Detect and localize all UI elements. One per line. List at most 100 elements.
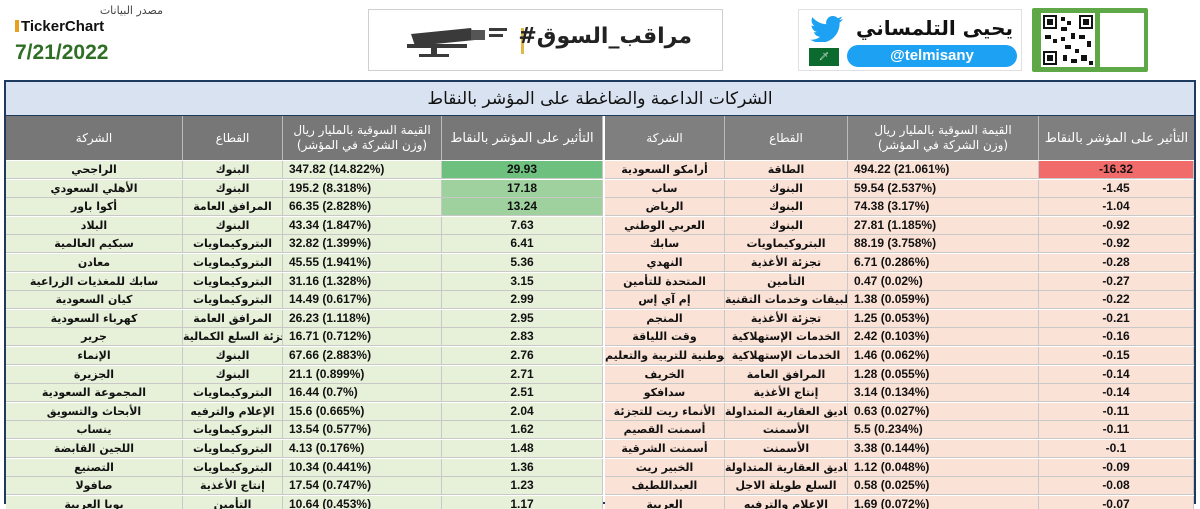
index-weight-value: (1.118%) xyxy=(322,310,371,325)
index-weight-value: (0.747%) xyxy=(322,478,372,493)
table-row: المنجم تجزئة الأغذية 1.25 (0.053%) -0.21 xyxy=(605,309,1194,328)
header-sector-pressure: القطاع xyxy=(725,116,848,160)
market-cap-cell: 16.44 (0.7%) xyxy=(283,384,442,403)
market-cap-cell: 3.38 (0.144%) xyxy=(848,440,1039,458)
table-row: أسمنت الشرقية الأسمنت 3.38 (0.144%) -0.1 xyxy=(605,440,1194,458)
market-cap-value: 1.38 xyxy=(854,292,878,307)
impact-points: 2.71 xyxy=(442,365,603,384)
sector-name: البتروكيماويات xyxy=(183,421,283,440)
impact-points: -0.16 xyxy=(1039,328,1194,347)
impact-points: 1.48 xyxy=(442,440,603,458)
tickerchart-logo: TickerChart xyxy=(15,18,175,35)
table-row: أرامكو السعودية الطاقة 494.22 (21.061%) -16… xyxy=(605,161,1194,179)
company-name: سبكيم العالمية xyxy=(6,235,183,254)
market-cap-cell: 1.28 (0.055%) xyxy=(848,365,1039,384)
table-row: النهدي تجزئة الأغذية 6.71 (0.286%) -0.28 xyxy=(605,254,1194,272)
company-name: بوبا العربية xyxy=(6,495,183,509)
impact-points: 2.99 xyxy=(442,291,603,310)
impact-points: -0.11 xyxy=(1039,421,1194,440)
impact-points: -0.28 xyxy=(1039,254,1194,272)
impact-points: -0.07 xyxy=(1039,495,1194,509)
company-name: المتحدة للتأمين xyxy=(605,272,725,291)
company-name: العربي الوطني xyxy=(605,216,725,235)
impact-points: 29.93 xyxy=(442,161,603,179)
index-weight-value: (2.828%) xyxy=(322,199,372,214)
table-row: الخبير ريتالصناديق العقارية المتداولة1.1… xyxy=(605,458,1194,477)
table-row: سابك البتروكيماويات 88.19 (3.758%) -0.92 xyxy=(605,235,1194,254)
impact-points: -0.14 xyxy=(1039,365,1194,384)
company-name: سابك xyxy=(605,235,725,254)
index-weight-value: (3.758%) xyxy=(887,236,937,251)
qr-code-panel xyxy=(1032,8,1148,72)
table-row: صافولا إنتاج الأغذية 17.54 (0.747%) 1.23 xyxy=(6,477,603,496)
market-cap-cell: 14.49 (0.617%) xyxy=(283,291,442,310)
header-mcap-line1: القيمة السوقية بالمليار ريال xyxy=(874,123,1012,137)
company-name: جرير xyxy=(6,328,183,347)
market-cap-value: 1.25 xyxy=(854,310,878,325)
impact-points: -1.04 xyxy=(1039,198,1194,217)
table-row: الأبحاث والتسويق الإعلام والترفيه 15.6 (0.… xyxy=(6,402,603,421)
sector-name: المرافق العامة xyxy=(183,198,283,217)
twitter-handle[interactable]: @telmisany xyxy=(847,45,1017,67)
header-impact-support: التأثير على المؤشر بالنقاط xyxy=(442,116,603,160)
impact-points: 5.36 xyxy=(442,254,603,272)
market-cap-cell: 13.54 (0.577%) xyxy=(283,421,442,440)
impact-points: -0.14 xyxy=(1039,384,1194,403)
header-mcap-line2: (وزن الشركة في المؤشر) xyxy=(877,138,1009,152)
impact-points: 13.24 xyxy=(442,198,603,217)
table-row: الرياض البنوك 74.38 (3.17%) -1.04 xyxy=(605,198,1194,217)
sector-name: البنوك xyxy=(183,365,283,384)
company-name: أرامكو السعودية xyxy=(605,161,725,179)
company-name: الخريف xyxy=(605,365,725,384)
table-row: العربية الإعلام والترفيه 1.69 (0.072%) -0.0… xyxy=(605,495,1194,509)
market-cap-value: 1.28 xyxy=(854,366,878,381)
table-row: البلاد البنوك 43.34 (1.847%) 7.63 xyxy=(6,216,603,235)
index-weight-value: (0.062%) xyxy=(880,348,930,362)
impact-points: -0.22 xyxy=(1039,291,1194,310)
sector-name: المرافق العامة xyxy=(725,365,848,384)
market-cap-value: 3.14 xyxy=(854,385,878,400)
header-mcap-support: القيمة السوقية بالمليار ريال (وزن الشركة… xyxy=(283,116,442,160)
market-cap-cell: 15.6 (0.665%) xyxy=(283,402,442,421)
market-cap-value: 74.38 xyxy=(854,199,885,214)
qr-code-icon xyxy=(1041,13,1095,67)
table-row: ساب البنوك 59.54 (2.537%) -1.45 xyxy=(605,179,1194,198)
market-cap-cell: 195.2 (8.318%) xyxy=(283,179,442,198)
table-row: الخريف المرافق العامة 1.28 (0.055%) -0.14 xyxy=(605,365,1194,384)
index-weight-value: (2.883%) xyxy=(322,348,372,362)
sector-name: الإعلام والترفيه xyxy=(725,495,848,509)
banner-divider xyxy=(521,28,524,54)
market-cap-value: 1.69 xyxy=(854,496,878,509)
impact-points: 2.83 xyxy=(442,328,603,347)
index-weight-value: (1.399%) xyxy=(322,236,372,251)
company-name: المجموعة السعودية xyxy=(6,384,183,403)
market-cap-value: 15.6 xyxy=(289,403,313,418)
table-title: الشركات الداعمة والضاغطة على المؤشر بالن… xyxy=(6,82,1194,116)
sector-name: الخدمات الإستهلاكية xyxy=(725,347,848,365)
market-cap-value: 10.34 xyxy=(289,459,320,474)
impact-points: -1.45 xyxy=(1039,179,1194,198)
market-cap-cell: 2.42 (0.103%) xyxy=(848,328,1039,347)
table-row: الجزيرة البنوك 21.1 (0.899%) 2.71 xyxy=(6,365,603,384)
table-row: أكوا باور المرافق العامة 66.35 (2.828%) 13.… xyxy=(6,198,603,217)
market-cap-value: 43.34 xyxy=(289,217,320,232)
sector-name: الأسمنت xyxy=(725,421,848,440)
company-name: المنجم xyxy=(605,309,725,328)
impact-points: 1.23 xyxy=(442,477,603,496)
sector-name: البتروكيماويات xyxy=(183,291,283,310)
market-cap-cell: 0.58 (0.025%) xyxy=(848,477,1039,496)
index-weight-value: (8.318%) xyxy=(322,180,372,195)
company-name: العبداللطيف xyxy=(605,477,725,496)
impact-points: -0.09 xyxy=(1039,458,1194,477)
report-date: 7/21/2022 xyxy=(15,41,109,64)
impact-points: 1.62 xyxy=(442,421,603,440)
sector-name: البتروكيماويات xyxy=(183,458,283,477)
impact-points: -0.08 xyxy=(1039,477,1194,496)
sector-name: البنوك xyxy=(183,216,283,235)
table-row: سبكيم العالمية البتروكيماويات 32.82 (1.399… xyxy=(6,235,603,254)
market-cap-value: 27.81 xyxy=(854,217,885,232)
sector-name: الطاقة xyxy=(725,161,848,179)
index-weight-value: (3.17%) xyxy=(887,199,930,214)
market-cap-cell: 45.55 (1.941%) xyxy=(283,254,442,272)
market-cap-value: 2.42 xyxy=(854,329,878,344)
